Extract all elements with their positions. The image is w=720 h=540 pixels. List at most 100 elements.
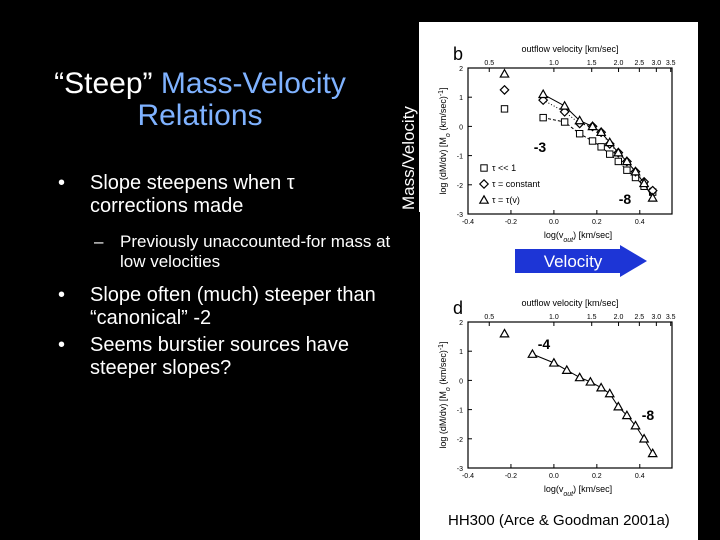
chart-d: d outflow velocity [km/sec] 0.5 1.0 1.5 2.0 2.… <box>453 298 676 480</box>
x-axis-label-b-part-0: log(v <box>544 230 564 240</box>
title-main: Mass-Velocity <box>152 67 346 100</box>
y-axis-label-b-part-0: log (dM/dv) [M <box>438 137 448 195</box>
title-quoted-word: “Steep” <box>54 67 153 100</box>
data-point <box>588 137 597 145</box>
top-tick-label: 0.5 <box>484 314 494 321</box>
top-tick-label: 1.0 <box>549 314 559 321</box>
top-axis-title: outflow velocity [km/sec] <box>521 298 618 308</box>
data-point <box>595 382 607 392</box>
y-tick-label: 2 <box>459 320 463 327</box>
data-point <box>604 388 615 398</box>
x-axis-label-d-part-2: ) [km/sec] <box>573 484 612 494</box>
legend-marker <box>478 194 490 204</box>
slide-title: “Steep” Mass-Velocity Relations <box>30 68 370 132</box>
data-point <box>595 126 607 137</box>
data-point <box>613 401 624 411</box>
data-point <box>560 118 569 126</box>
chart-b: b outflow velocity [km/sec] 0.5 1.0 1.5 2.0 2.… <box>453 44 676 226</box>
legend-marker <box>480 164 488 172</box>
data-point <box>499 328 510 338</box>
data-point <box>561 364 573 374</box>
top-tick-label: 1.0 <box>549 60 559 67</box>
y-tick-label: 0 <box>459 124 463 131</box>
data-point <box>647 447 658 458</box>
top-tick-label: 1.5 <box>587 314 597 321</box>
x-tick-label: 0.0 <box>549 473 559 480</box>
y-tick-label: 0 <box>459 378 463 385</box>
x-axis-label-b-part-2: ) [km/sec] <box>573 230 612 240</box>
data-point <box>559 100 570 110</box>
y-tick-label: 1 <box>459 95 463 102</box>
y-tick-label: -2 <box>457 437 463 444</box>
data-point <box>638 177 650 188</box>
top-tick-label: 3.5 <box>666 60 676 67</box>
top-tick-label: 2.5 <box>634 314 644 321</box>
x-tick-label: -0.4 <box>462 473 474 480</box>
data-point <box>585 376 596 386</box>
y-axis-label-d-part-1: o <box>445 387 452 391</box>
mass-velocity-axis-label: Mass/Velocity <box>399 106 418 210</box>
top-tick-label: 3.0 <box>651 60 661 67</box>
y-axis-label-d-part-2: (km/sec) <box>438 350 448 387</box>
x-tick-label: 0.4 <box>635 473 645 480</box>
data-point <box>606 150 614 158</box>
y-axis-label-d-part-4: ] <box>438 341 448 344</box>
data-point <box>548 357 560 367</box>
slope-annotation: -8 <box>619 191 632 207</box>
plot-frame <box>467 67 673 215</box>
top-tick-label: 0.5 <box>484 60 494 67</box>
data-point <box>597 143 605 151</box>
data-point <box>527 348 538 358</box>
x-tick-label: -0.4 <box>462 219 474 226</box>
x-tick-label: 0.0 <box>549 219 559 226</box>
x-axis-label-d-part-1: out <box>563 491 574 498</box>
bullet-2: Slope often (much) steeper than “canonic… <box>58 284 398 330</box>
data-point <box>614 157 623 166</box>
bullet-1: Slope steepens when τ corrections made <box>58 172 398 218</box>
y-axis-label-b-part-3: -1 <box>438 90 445 96</box>
title-line2: Relations <box>137 99 263 132</box>
data-point <box>539 113 547 122</box>
data-point <box>499 68 510 78</box>
data-point <box>537 88 549 99</box>
data-point <box>613 147 624 157</box>
top-tick-label: 3.0 <box>651 314 661 321</box>
series-triangle <box>499 68 658 202</box>
data-point <box>647 192 658 202</box>
data-point <box>621 410 633 420</box>
series-line <box>532 353 654 454</box>
legend-label: τ << 1 <box>492 163 516 173</box>
plot-frame <box>467 321 673 469</box>
bullet-3: Seems burstier sources have steeper slop… <box>58 334 398 380</box>
y-tick-label: 1 <box>459 349 463 356</box>
velocity-arrow: Velocity <box>515 245 647 277</box>
panel-label: d <box>453 298 463 318</box>
x-axis-label-d: log(vout) [km/sec] <box>544 484 612 498</box>
top-tick-label: 1.5 <box>587 60 597 67</box>
legend: τ << 1 τ = constant τ = τ(v) <box>478 163 540 205</box>
data-point <box>621 156 633 166</box>
top-tick-label: 2.5 <box>634 60 644 67</box>
mass-velocity-plots: b outflow velocity [km/sec] 0.5 1.0 1.5 2.0 2.… <box>438 44 676 498</box>
top-axis-title: outflow velocity [km/sec] <box>521 44 618 54</box>
data-point <box>630 166 641 176</box>
x-tick-label: 0.4 <box>635 219 645 226</box>
data-point <box>574 115 585 125</box>
slope-annotation: -4 <box>538 336 551 352</box>
figure-credit: HH300 (Arce & Goodman 2001a) <box>448 512 670 529</box>
x-axis-label-b-part-1: out <box>563 237 574 244</box>
data-point <box>500 105 509 113</box>
velocity-arrow-label: Velocity <box>544 252 603 271</box>
y-axis-label-d-part-0: log (dM/dv) [M <box>438 391 448 449</box>
data-point <box>623 166 631 174</box>
y-axis-label-d-part-3: -1 <box>438 344 445 350</box>
y-tick-label: -1 <box>457 154 463 161</box>
y-axis-label-d: log (dM/dv) [Mo (km/sec)-1] <box>438 341 452 448</box>
y-tick-label: -2 <box>457 183 463 190</box>
legend-label: τ = constant <box>492 179 540 189</box>
top-tick-label: 3.5 <box>666 314 676 321</box>
y-tick-label: 2 <box>459 66 463 73</box>
y-axis-label-b-part-4: ] <box>438 87 448 90</box>
top-tick-label: 2.0 <box>614 314 624 321</box>
bullet-list: Slope steepens when τ corrections made P… <box>58 172 398 384</box>
